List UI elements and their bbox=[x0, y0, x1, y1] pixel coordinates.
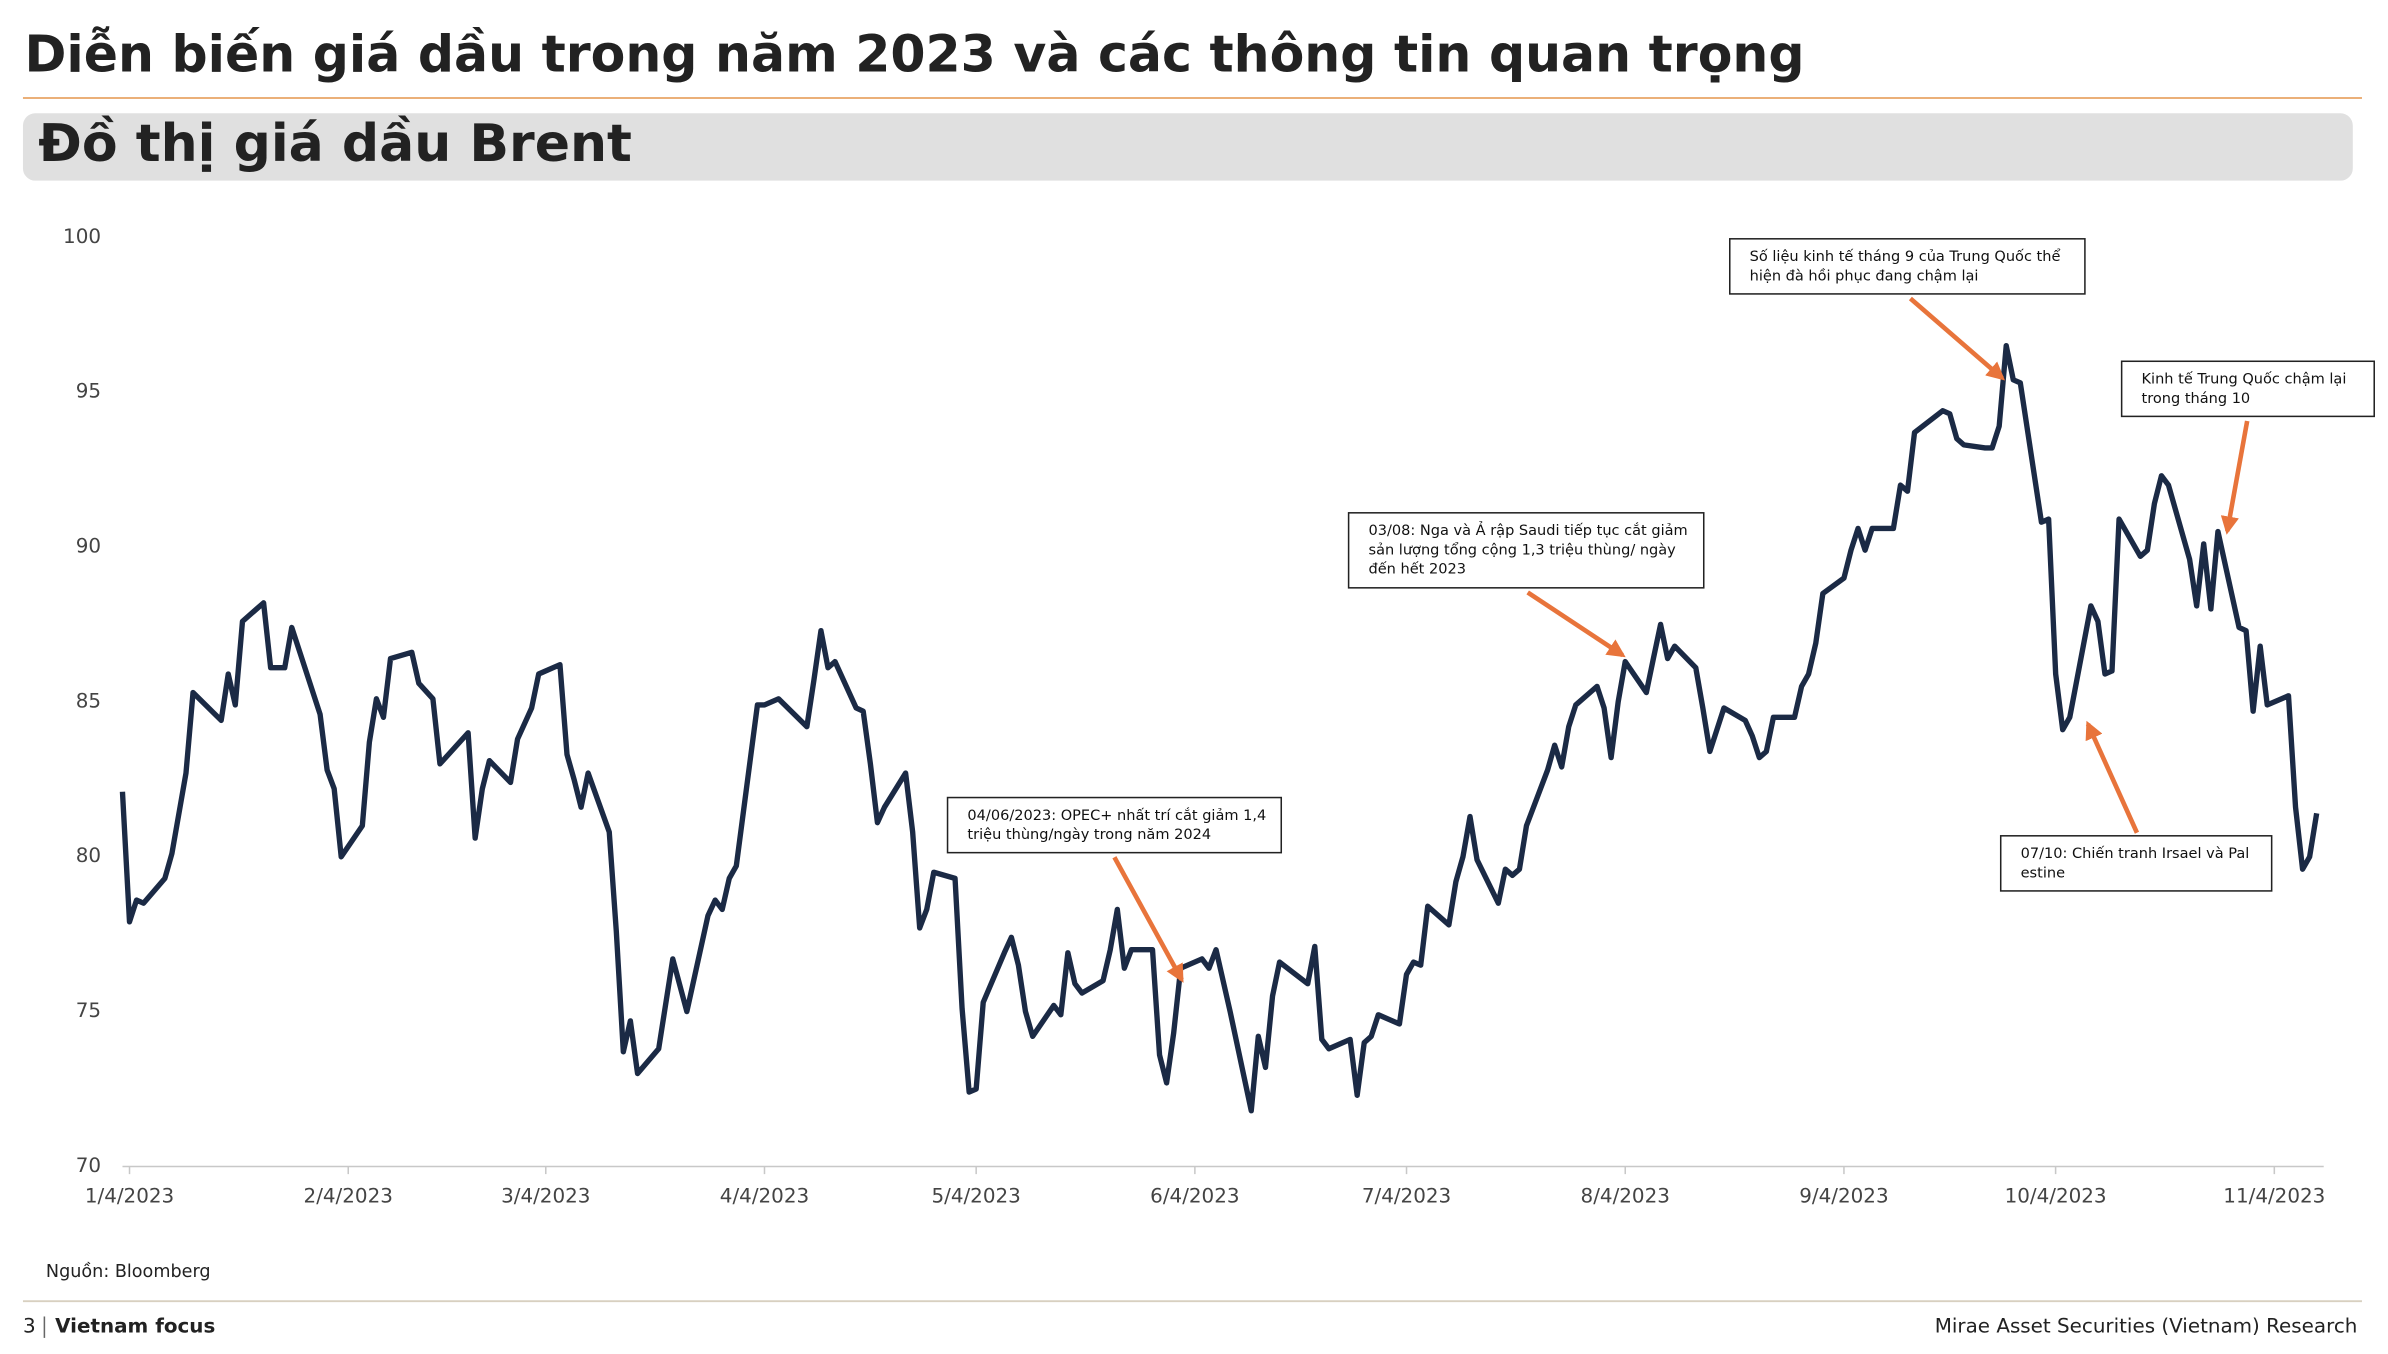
y-tick-label: 75 bbox=[76, 999, 101, 1022]
annotation-text: 04/06/2023: OPEC+ nhất trí cắt giảm 1,4 bbox=[967, 807, 1266, 824]
annotation-text: 03/08: Nga và Ả rập Saudi tiếp tục cắt g… bbox=[1369, 521, 1688, 539]
section-title: Đồ thị giá dầu Brent bbox=[38, 114, 632, 174]
page-title: Diễn biến giá dầu trong năm 2023 và các … bbox=[24, 25, 1804, 84]
x-tick-label: 3/4/2023 bbox=[501, 1185, 590, 1208]
annotation-box bbox=[1347, 512, 1705, 589]
annotation-box bbox=[946, 796, 1283, 854]
x-tick-label: 11/4/2023 bbox=[2223, 1185, 2325, 1208]
footer-company: Mirae Asset Securities (Vietnam) Researc… bbox=[1935, 1315, 2358, 1338]
x-tick-label: 2/4/2023 bbox=[304, 1185, 393, 1208]
y-tick-label: 90 bbox=[76, 535, 101, 558]
section-band bbox=[22, 113, 2353, 181]
plot: 70 75 80 85 90 95 100 1/4/2023 2/4/2023 3/4/2023 4… bbox=[63, 225, 2375, 1208]
annotation-text: đến hết 2023 bbox=[1369, 560, 1466, 577]
x-tick-label: 4/4/2023 bbox=[720, 1185, 809, 1208]
annotation-box bbox=[1729, 238, 2086, 295]
annotation: 07/10: Chiến tranh Irsael và Pal estine bbox=[1999, 720, 2273, 892]
annotation-text: triệu thùng/ngày trong năm 2024 bbox=[967, 827, 1211, 843]
annotation: Số liệu kinh tế tháng 9 của Trung Quốc t… bbox=[1729, 238, 2086, 381]
annotation-text: Kinh tế Trung Quốc chậm lại bbox=[2142, 371, 2347, 388]
y-tick-label: 100 bbox=[63, 225, 101, 248]
y-tick-label: 80 bbox=[76, 844, 101, 867]
annotation-box bbox=[1999, 835, 2273, 892]
x-tick-label: 10/4/2023 bbox=[2005, 1185, 2107, 1208]
annotation-text: sản lượng tổng cộng 1,3 triệu thùng/ ngà… bbox=[1369, 541, 1677, 558]
y-tick-label: 95 bbox=[76, 380, 101, 403]
x-tick-label: 5/4/2023 bbox=[931, 1185, 1020, 1208]
x-tick-label: 7/4/2023 bbox=[1362, 1185, 1451, 1208]
annotation-arrow bbox=[2085, 720, 2140, 834]
annotation-arrow bbox=[2220, 420, 2250, 535]
annotation-text: 07/10: Chiến tranh Irsael và Pal bbox=[2021, 845, 2250, 862]
y-tick-label: 70 bbox=[76, 1154, 101, 1177]
x-tick-label: 9/4/2023 bbox=[1799, 1185, 1888, 1208]
annotation-arrow bbox=[1526, 590, 1626, 658]
annotation-box bbox=[2120, 360, 2375, 418]
annotation-text: Số liệu kinh tế tháng 9 của Trung Quốc t… bbox=[1750, 248, 2061, 265]
annotation-text: hiện đà hồi phục đang chậm lại bbox=[1750, 267, 1979, 284]
x-tick-label: 8/4/2023 bbox=[1581, 1185, 1670, 1208]
annotation-arrow bbox=[1112, 856, 1184, 983]
annotation-text: trong tháng 10 bbox=[2142, 391, 2251, 407]
annotation: Kinh tế Trung Quốc chậm lại trong tháng 1… bbox=[2120, 360, 2375, 535]
x-tick-label: 1/4/2023 bbox=[85, 1185, 174, 1208]
source: Nguồn: Bloomberg bbox=[46, 1261, 211, 1282]
annotation-arrow bbox=[1908, 296, 2006, 381]
footer-section: Vietnam focus bbox=[55, 1315, 215, 1338]
y-tick-label: 85 bbox=[76, 689, 101, 712]
annotation: 04/06/2023: OPEC+ nhất trí cắt giảm 1,4 t… bbox=[946, 796, 1283, 983]
x-tick-label: 6/4/2023 bbox=[1150, 1185, 1239, 1208]
annotation-text: estine bbox=[2021, 865, 2065, 881]
annotation: 03/08: Nga và Ả rập Saudi tiếp tục cắt g… bbox=[1347, 512, 1705, 658]
price-line bbox=[119, 342, 2320, 1114]
page-number: 3 bbox=[23, 1315, 36, 1338]
